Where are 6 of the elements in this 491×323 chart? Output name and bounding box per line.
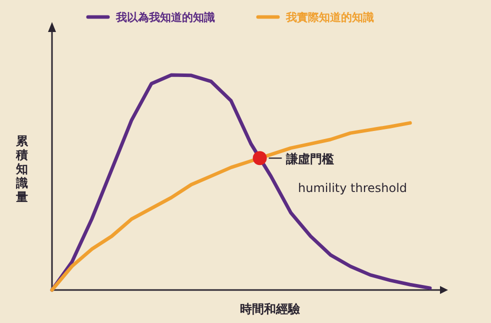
x-axis-title: 時間和經驗 bbox=[240, 302, 301, 316]
annotation: 謙虛門檻 bbox=[284, 152, 334, 166]
y-axis-title: 累積知識量 bbox=[15, 134, 29, 204]
legend-label: 我以為我知道的知識 bbox=[115, 11, 215, 24]
legend-label: 我實際知道的知識 bbox=[285, 11, 374, 24]
annotation: humility threshold bbox=[298, 181, 408, 195]
